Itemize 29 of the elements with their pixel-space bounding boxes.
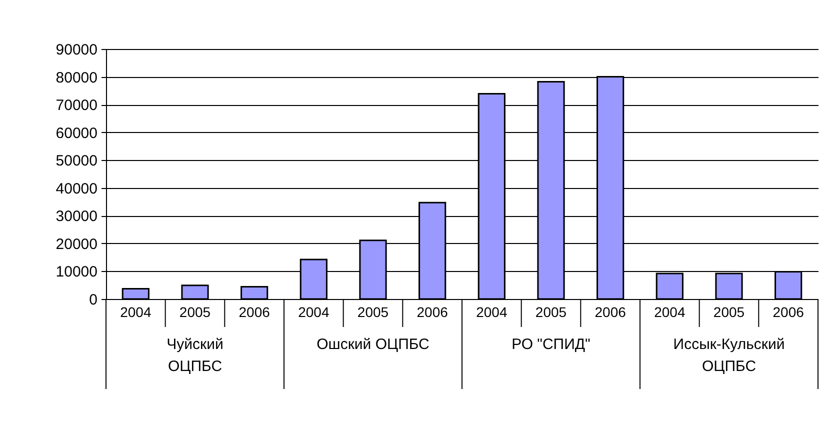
bar (181, 284, 209, 300)
y-tick-label: 30000 (56, 208, 98, 226)
x-tick-label: 2006 (238, 304, 270, 320)
y-tick-label: 20000 (56, 236, 98, 253)
bar (122, 288, 150, 300)
x-tick-label: 2004 (298, 304, 330, 320)
x-tick-label: 2005 (713, 304, 745, 320)
x-tick-label: 2005 (535, 304, 567, 320)
y-tick-label: 40000 (56, 180, 98, 198)
x-tick-label: 2004 (120, 304, 152, 320)
x-tick-label: 2004 (654, 304, 686, 320)
bar (240, 286, 268, 300)
x-tick-label: 2004 (476, 304, 508, 320)
x-tick-label: 2006 (594, 304, 626, 320)
y-tick-label: 60000 (56, 124, 98, 142)
y-tick-label: 50000 (56, 152, 98, 170)
text: Чуйский ОЦПБС (166, 336, 224, 375)
x-tick-label: 2006 (772, 304, 804, 320)
y-tick-label: 90000 (56, 42, 98, 58)
x-tick-label: 2005 (357, 304, 389, 320)
y-tick-label: 70000 (56, 97, 98, 114)
text: РО "СПИД" (512, 336, 590, 353)
y-tick-label: 10000 (56, 264, 98, 281)
y-tick-label: 0 (89, 292, 98, 308)
text: Ошский ОЦПБС (316, 336, 430, 353)
text: Иссык-Кульский ОЦПБС (673, 336, 785, 375)
y-tick-label: 80000 (56, 69, 98, 86)
x-tick-label: 2005 (179, 304, 211, 320)
x-tick-label: 2006 (416, 304, 448, 320)
